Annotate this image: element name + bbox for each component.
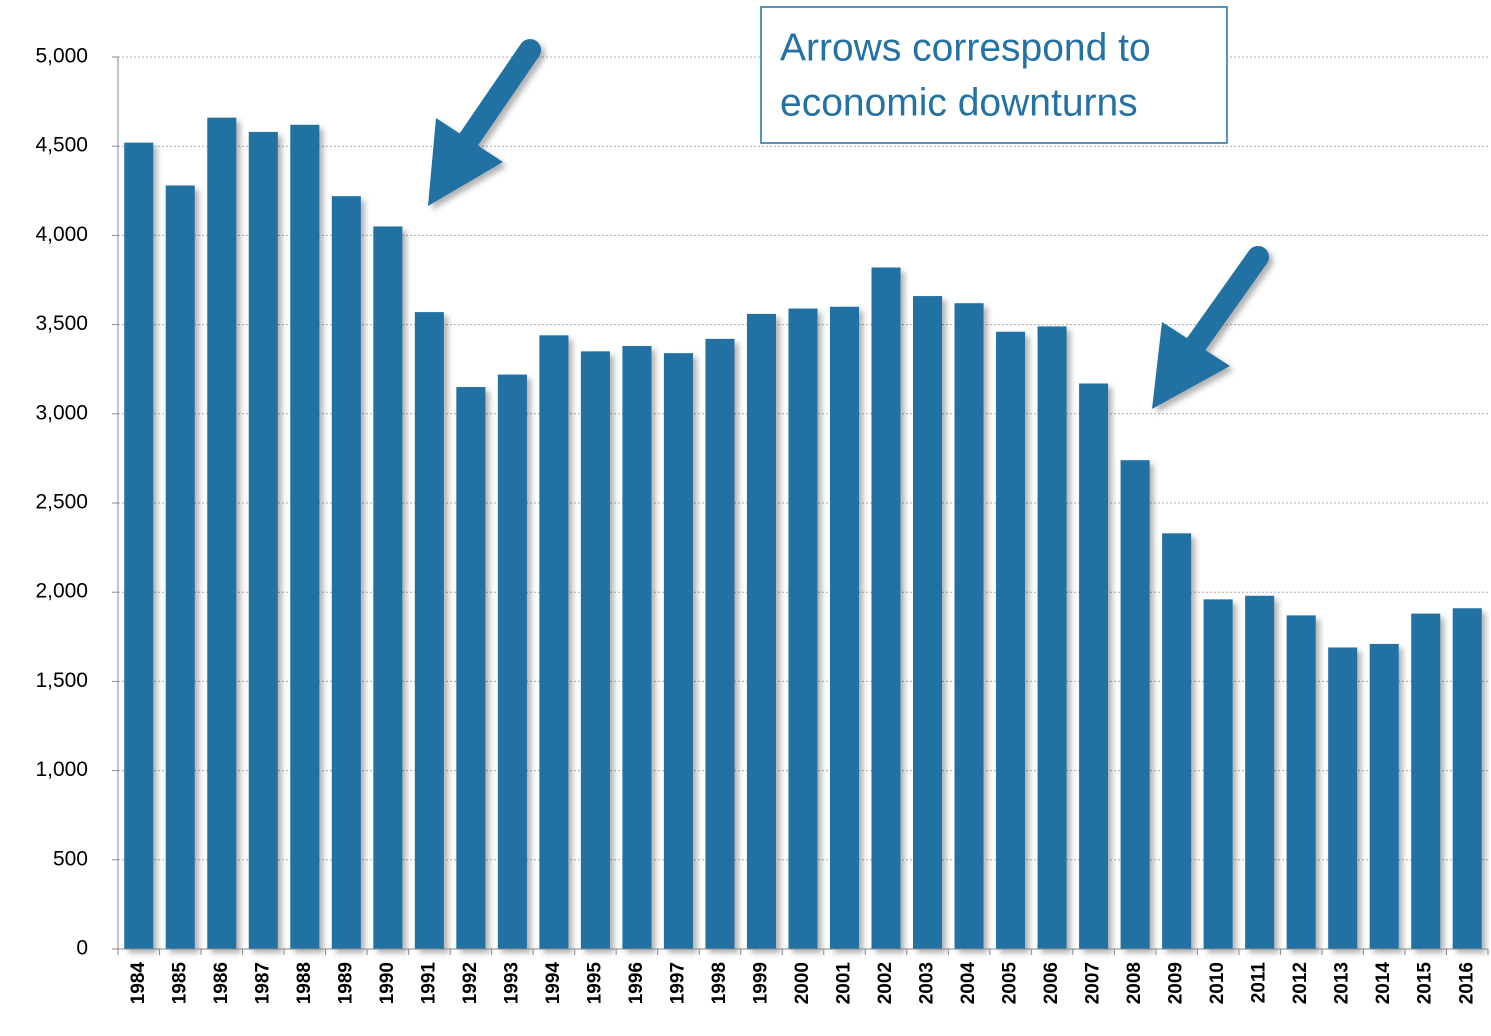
x-tick-label: 1986 [211,962,232,1004]
x-tick-label: 1993 [501,962,522,1004]
bar [248,131,278,950]
x-tick-label: 2016 [1456,962,1477,1004]
x-tick-label: 2010 [1207,962,1228,1004]
bar [1203,599,1233,949]
bar [165,185,195,949]
bar [1286,615,1316,949]
arrow-head [1152,322,1230,409]
arrow-shaft [454,39,541,156]
arrow [428,39,541,206]
y-tick-label: 3,000 [35,401,88,424]
x-tick-label: 1991 [418,962,439,1005]
bar [124,142,154,949]
bar [746,313,777,949]
x-tick-label: 1996 [626,962,647,1004]
x-tick-label: 1990 [377,962,398,1004]
x-tick-label: 2003 [917,962,938,1004]
bar [539,335,569,950]
bar [705,338,735,949]
bar [207,117,237,949]
arrow-head [428,118,503,206]
bar [331,196,361,950]
x-tick-label: 2005 [1000,962,1021,1005]
bar [954,303,984,949]
bar [1328,647,1358,949]
y-tick-label: 3,500 [35,312,88,335]
x-tick-label: 2004 [958,962,979,1005]
x-tick-label: 1985 [169,962,190,1005]
y-tick-label: 2,000 [35,580,88,603]
x-tick-label: 1998 [709,962,730,1004]
bar [1245,595,1275,949]
annotation-text: economic downturns [780,81,1138,124]
x-tick-label: 1987 [252,962,273,1004]
bar [996,331,1026,950]
y-tick-label: 1,500 [35,669,88,692]
bar [788,308,818,949]
bar [456,387,486,949]
y-tick-label: 0 [76,937,88,960]
y-tick-label: 2,500 [35,491,88,514]
bar [580,351,610,949]
x-tick-label: 2000 [792,962,813,1004]
x-tick-label: 2015 [1415,962,1436,1005]
bar [373,226,403,950]
x-tick-label: 2008 [1124,962,1145,1004]
x-tick-label: 1997 [667,962,688,1004]
bar [913,296,943,949]
bar [1452,608,1482,949]
x-tick-label: 2002 [875,962,896,1004]
bar [829,306,860,949]
bar [497,374,527,949]
bar [871,267,901,950]
bar [1162,533,1192,949]
plot-area: 0 500 1,000 1,500 2,000 2,500 3,000 3,500 4,000 4… [35,45,1489,1005]
x-tick-label: 2001 [834,962,855,1005]
bar [1037,326,1067,949]
y-tick-label: 1,000 [35,758,88,781]
bar [290,124,320,950]
bar [663,353,693,949]
bar [1369,643,1399,949]
y-tick-label: 500 [53,847,88,870]
x-tick-label: 1988 [294,962,315,1004]
arrow [1152,246,1269,409]
bar [414,312,444,949]
x-tick-label: 1994 [543,962,564,1005]
x-tick-label: 1999 [751,962,772,1004]
annotation-box [760,6,1228,144]
x-tick-label: 1989 [335,962,356,1004]
bar [622,346,652,949]
y-tick-label: 4,500 [35,134,88,157]
x-tick-label: 2009 [1166,962,1187,1004]
x-tick-label: 2011 [1249,962,1270,1004]
x-tick-label: 2014 [1373,962,1394,1005]
x-tick-label: 2013 [1332,962,1353,1004]
bar [1120,460,1150,949]
bar [1079,383,1109,949]
x-tick-label: 1995 [584,962,605,1005]
x-tick-label: 1984 [128,962,149,1005]
x-tick-label: 2007 [1083,962,1104,1004]
x-tick-label: 2006 [1041,962,1062,1004]
x-tick-label: 1992 [460,962,481,1004]
bar [1411,613,1441,949]
annotation-text: Arrows correspond to [780,26,1151,69]
x-tick-label: 2012 [1290,962,1311,1004]
y-tick-label: 5,000 [35,45,88,68]
y-tick-label: 4,000 [35,223,88,246]
arrow-shaft [1181,246,1269,361]
